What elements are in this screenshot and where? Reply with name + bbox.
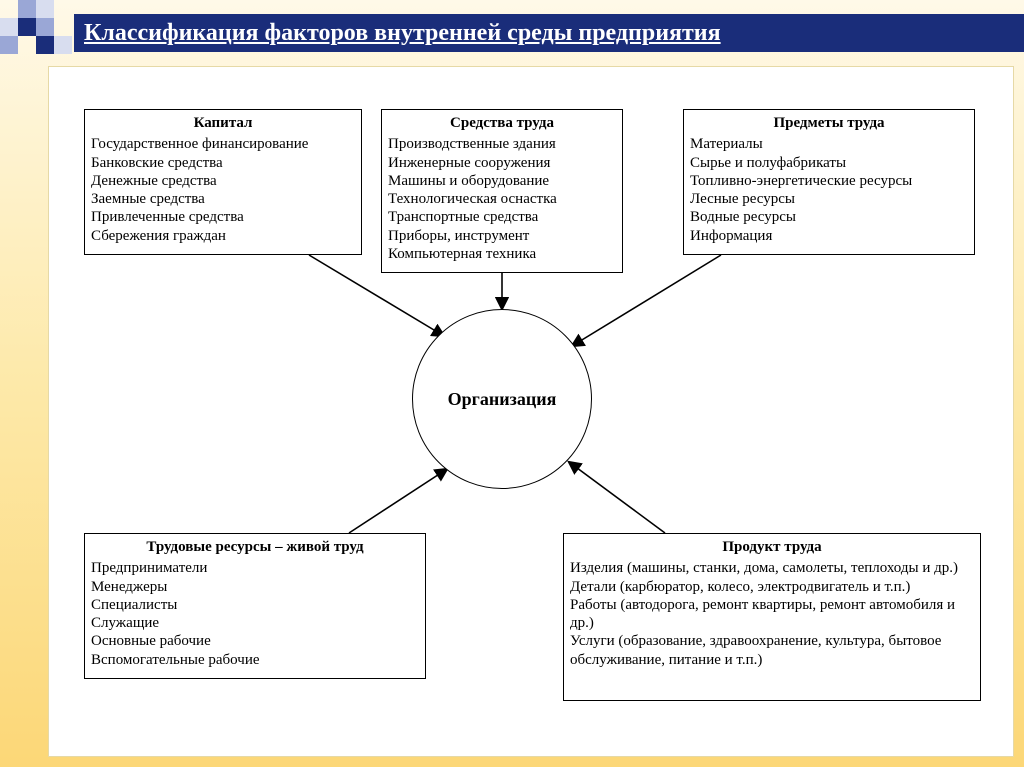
node-item: Топливно-энергетические ресурсы <box>690 172 968 190</box>
node-item: Машины и оборудование <box>388 172 616 190</box>
node-item: Банковские средства <box>91 154 355 172</box>
node-item: Водные ресурсы <box>690 208 968 226</box>
node-item: Привлеченные средства <box>91 208 355 226</box>
slide: Классификация факторов внутренней среды … <box>0 0 1024 767</box>
node-item: Денежные средства <box>91 172 355 190</box>
node-title: Средства труда <box>388 114 616 132</box>
node-item: Основные рабочие <box>91 632 419 650</box>
node-title: Капитал <box>91 114 355 132</box>
node-item: Сбережения граждан <box>91 227 355 245</box>
node-item: Лесные ресурсы <box>690 190 968 208</box>
node-capital: Капитал Государственное финансированиеБан… <box>84 109 362 255</box>
node-item: Предприниматели <box>91 559 419 577</box>
slide-title-bar: Классификация факторов внутренней среды … <box>74 14 1024 52</box>
node-item: Детали (карбюратор, колесо, электродвига… <box>570 578 974 596</box>
node-item: Сырье и полуфабрикаты <box>690 154 968 172</box>
center-node: Организация <box>412 309 592 489</box>
node-item: Заемные средства <box>91 190 355 208</box>
node-item: Услуги (образование, здравоохранение, ку… <box>570 632 974 669</box>
node-item: Транспортные средства <box>388 208 616 226</box>
node-item: Работы (автодорога, ремонт квартиры, рем… <box>570 596 974 633</box>
node-title: Трудовые ресурсы – живой труд <box>91 538 419 556</box>
node-title: Продукт труда <box>570 538 974 556</box>
corner-decoration <box>0 0 72 62</box>
node-item: Компьютерная техника <box>388 245 616 263</box>
node-item: Служащие <box>91 614 419 632</box>
node-item: Специалисты <box>91 596 419 614</box>
slide-title: Классификация факторов внутренней среды … <box>84 20 721 47</box>
node-item: Вспомогательные рабочие <box>91 651 419 669</box>
node-title: Предметы труда <box>690 114 968 132</box>
node-item: Информация <box>690 227 968 245</box>
diagram-canvas: Организация Капитал Государственное финан… <box>48 66 1014 757</box>
node-product: Продукт труда Изделия (машины, станки, до… <box>563 533 981 701</box>
node-item: Материалы <box>690 135 968 153</box>
node-item: Инженерные сооружения <box>388 154 616 172</box>
node-item: Технологическая оснастка <box>388 190 616 208</box>
node-item: Производственные здания <box>388 135 616 153</box>
node-means: Средства труда Производственные зданияИнж… <box>381 109 623 273</box>
node-item: Приборы, инструмент <box>388 227 616 245</box>
node-item: Изделия (машины, станки, дома, самолеты,… <box>570 559 974 577</box>
node-item: Менеджеры <box>91 578 419 596</box>
node-objects: Предметы труда МатериалыСырье и полуфабри… <box>683 109 975 255</box>
arrow-labor <box>349 469 447 533</box>
node-item: Государственное финансирование <box>91 135 355 153</box>
node-labor: Трудовые ресурсы – живой труд Предпринима… <box>84 533 426 679</box>
arrow-product <box>569 462 665 533</box>
center-label: Организация <box>448 389 557 410</box>
